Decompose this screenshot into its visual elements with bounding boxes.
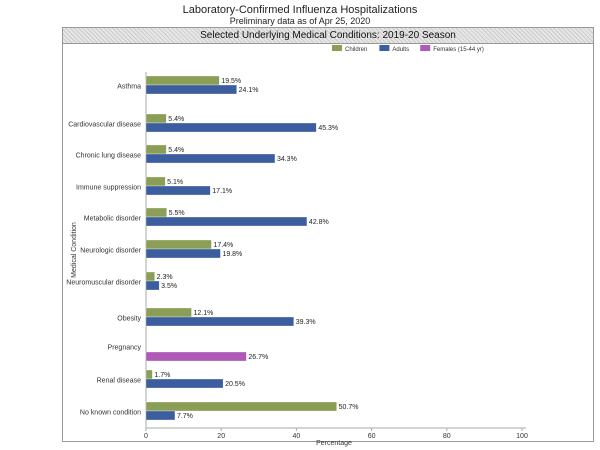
bar-children xyxy=(145,144,167,155)
x-tick-label: 60 xyxy=(368,433,376,440)
category-label: Neuromuscular disorder xyxy=(66,280,141,287)
legend-swatch xyxy=(379,45,390,51)
category-label: Immune suppression xyxy=(76,185,141,192)
category-label: Cardiovascular disease xyxy=(68,122,141,129)
x-axis-label: Percentage xyxy=(316,440,352,447)
bar-children xyxy=(145,75,220,86)
bar-children xyxy=(145,176,166,187)
legend-label: Children xyxy=(345,47,367,53)
chart-subtitle: Preliminary data as of Apr 25, 2020 xyxy=(229,16,371,26)
bar-adults xyxy=(145,84,237,95)
data-label: 19.8% xyxy=(222,251,242,258)
bar-adults xyxy=(145,280,160,291)
data-label: 1.7% xyxy=(154,372,170,379)
data-label: 5.4% xyxy=(168,116,184,123)
data-label: 7.7% xyxy=(177,413,193,420)
data-label: 2.3% xyxy=(157,274,173,281)
data-label: 5.5% xyxy=(169,210,185,217)
data-label: 26.7% xyxy=(248,354,268,361)
data-label: 42.8% xyxy=(309,219,329,226)
category-label: No known condition xyxy=(80,410,141,417)
bar-adults xyxy=(145,185,211,196)
data-label: 5.4% xyxy=(168,147,184,154)
x-tick-label: 40 xyxy=(293,433,301,440)
data-label: 45.3% xyxy=(318,125,338,132)
x-tick-label: 100 xyxy=(516,433,528,440)
bar-females xyxy=(145,351,247,362)
y-axis-label: Medical Condition xyxy=(71,222,78,278)
bar-adults xyxy=(145,248,221,259)
bar-children xyxy=(145,369,153,380)
bar-adults xyxy=(145,316,294,327)
bar-adults xyxy=(145,378,224,389)
data-label: 50.7% xyxy=(339,404,359,411)
data-label: 17.1% xyxy=(212,188,232,195)
category-label: Neurologic disorder xyxy=(80,248,141,255)
category-label: Obesity xyxy=(117,316,141,323)
category-label: Renal disease xyxy=(97,378,141,385)
x-tick-label: 80 xyxy=(443,433,451,440)
data-label: 24.1% xyxy=(239,87,259,94)
bar-adults xyxy=(145,122,317,133)
category-label: Pregnancy xyxy=(108,345,142,352)
bar-children xyxy=(145,307,192,318)
data-label: 39.3% xyxy=(296,319,316,326)
bar-children xyxy=(145,271,155,282)
bar-adults xyxy=(145,153,276,164)
data-label: 3.5% xyxy=(161,283,177,290)
chart-title: Laboratory-Confirmed Influenza Hospitali… xyxy=(182,4,418,16)
data-label: 19.5% xyxy=(221,78,241,85)
bar-children xyxy=(145,401,337,412)
bar-children xyxy=(145,113,167,124)
data-label: 17.4% xyxy=(213,242,233,249)
category-label: Chronic lung disease xyxy=(76,153,141,160)
x-tick-label: 20 xyxy=(217,433,225,440)
bar-adults xyxy=(145,410,176,421)
legend-label: Adults xyxy=(392,47,409,53)
category-label: Metabolic disorder xyxy=(84,216,142,223)
legend-swatch xyxy=(332,45,342,51)
data-label: 34.3% xyxy=(277,156,297,163)
data-label: 12.1% xyxy=(193,310,213,317)
legend-swatch xyxy=(420,45,431,51)
data-label: 5.1% xyxy=(167,179,183,186)
category-label: Asthma xyxy=(117,84,141,91)
panel-title: Selected Underlying Medical Conditions: … xyxy=(62,27,594,44)
x-tick-label: 0 xyxy=(144,433,148,440)
legend-label: Females (15-44 yr) xyxy=(433,47,484,53)
bar-children xyxy=(145,207,167,218)
bar-children xyxy=(145,239,212,250)
bar-adults xyxy=(145,216,308,227)
data-label: 20.5% xyxy=(225,381,245,388)
